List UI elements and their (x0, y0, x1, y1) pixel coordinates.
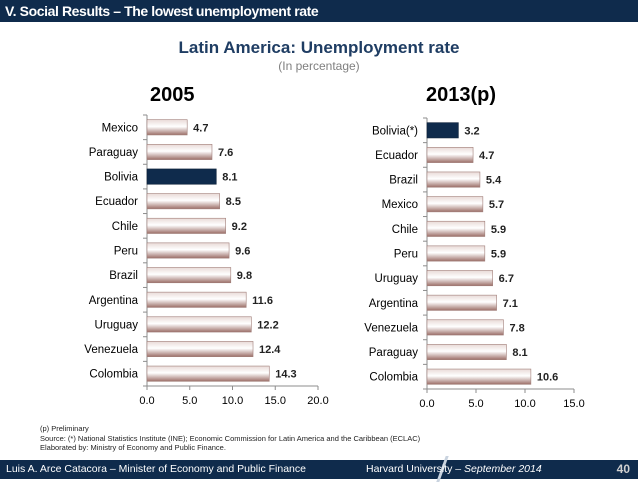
bar-ecuador (426, 147, 474, 163)
page-number: 40 (616, 462, 630, 476)
footer-date: – September 2014 (452, 463, 542, 475)
value-label: 8.1 (512, 347, 527, 359)
bar-uruguay (426, 270, 493, 287)
x-tick-label: 0.0 (139, 395, 154, 407)
bar-brazil (146, 267, 232, 284)
bar-colombia (146, 365, 270, 382)
value-label: 8.5 (226, 196, 241, 208)
chart-subtitle: (In percentage) (278, 59, 360, 73)
x-tick-label: 0.0 (419, 398, 434, 410)
value-label: 5.9 (491, 224, 506, 236)
bar-colombia (426, 368, 532, 385)
value-label: 7.1 (503, 298, 518, 310)
x-tick-label: 15.0 (265, 395, 286, 407)
panel-title-2005: 2005 (150, 84, 195, 106)
category-label: Paraguay (369, 347, 418, 359)
value-label: 3.2 (464, 125, 479, 137)
value-label: 9.2 (232, 221, 247, 233)
value-label: 11.6 (252, 295, 273, 307)
bar-chile (146, 217, 226, 234)
category-label: Peru (394, 249, 418, 261)
bar-paraguay (146, 144, 213, 160)
bar-argentina (426, 294, 497, 311)
bar-ecuador (146, 193, 220, 210)
category-label: Paraguay (89, 147, 138, 159)
bar-peru (426, 245, 486, 262)
category-label: Brazil (109, 270, 138, 282)
value-label: 7.8 (509, 322, 524, 334)
x-tick-label: 5.0 (468, 398, 483, 410)
category-label: Chile (112, 221, 138, 233)
bar-brazil (426, 171, 481, 188)
footer-university: Harvard University (366, 463, 453, 475)
x-tick-label: 10.0 (222, 395, 243, 407)
note-source: Source: (*) National Statistics Institut… (40, 433, 421, 443)
category-label: Mexico (382, 199, 418, 211)
category-label: Argentina (89, 295, 139, 307)
category-label: Bolivia (104, 172, 138, 184)
value-label: 4.7 (479, 150, 494, 162)
bar-chile (426, 220, 486, 237)
chart-notes: (p) Preliminary Source: (*) National Sta… (40, 424, 420, 453)
section-header: V. Social Results – The lowest unemploym… (0, 0, 638, 22)
bar-uruguay (146, 316, 252, 333)
value-label: 9.6 (235, 246, 250, 258)
category-label: Colombia (89, 369, 138, 381)
value-label: 5.9 (491, 249, 506, 261)
category-label: Chile (392, 224, 418, 236)
bar-mexico (146, 119, 188, 136)
category-label: Uruguay (95, 319, 139, 331)
category-label: Colombia (369, 372, 418, 384)
category-label: Brazil (389, 175, 418, 187)
value-label: 8.1 (222, 172, 237, 184)
category-label: Peru (114, 246, 138, 258)
bar-paraguay (426, 344, 507, 360)
x-tick-label: 5.0 (182, 395, 197, 407)
bar-bolivia (146, 168, 217, 185)
category-label: Venezuela (84, 344, 138, 356)
bar-peru (146, 242, 230, 259)
bar-bolivia (426, 122, 459, 139)
footer-venue: Harvard University – September 2014 (366, 460, 542, 479)
x-tick-label: 15.0 (563, 398, 584, 410)
value-label: 5.7 (489, 199, 504, 211)
value-label: 7.6 (218, 147, 233, 159)
value-label: 4.7 (193, 122, 208, 134)
value-label: 12.2 (257, 319, 278, 331)
bar-mexico (426, 196, 484, 213)
value-label: 14.3 (275, 369, 296, 381)
category-label: Bolivia(*) (372, 125, 418, 137)
x-tick-label: 10.0 (514, 398, 535, 410)
footer-bar: Luis A. Arce Catacora – Minister of Econ… (0, 456, 638, 482)
value-label: 10.6 (537, 372, 558, 384)
category-label: Ecuador (375, 150, 418, 162)
category-label: Uruguay (375, 273, 419, 285)
panel-title-2013: 2013(p) (426, 84, 497, 106)
value-label: 9.8 (237, 270, 252, 282)
category-label: Mexico (102, 122, 138, 134)
x-tick-label: 20.0 (307, 395, 328, 407)
value-label: 6.7 (499, 273, 514, 285)
value-label: 12.4 (259, 344, 281, 356)
footer-author: Luis A. Arce Catacora – Minister of Econ… (6, 463, 306, 475)
category-label: Argentina (369, 298, 419, 310)
bar-venezuela (146, 341, 254, 357)
chart-title: Latin America: Unemployment rate (178, 38, 460, 57)
note-elaborated: Elaborated by: Ministry of Economy and P… (40, 443, 226, 452)
bar-argentina (146, 291, 247, 308)
note-preliminary: (p) Preliminary (40, 424, 89, 433)
bar-venezuela (426, 319, 504, 336)
category-label: Venezuela (364, 322, 418, 334)
value-label: 5.4 (486, 175, 502, 187)
category-label: Ecuador (95, 196, 138, 208)
